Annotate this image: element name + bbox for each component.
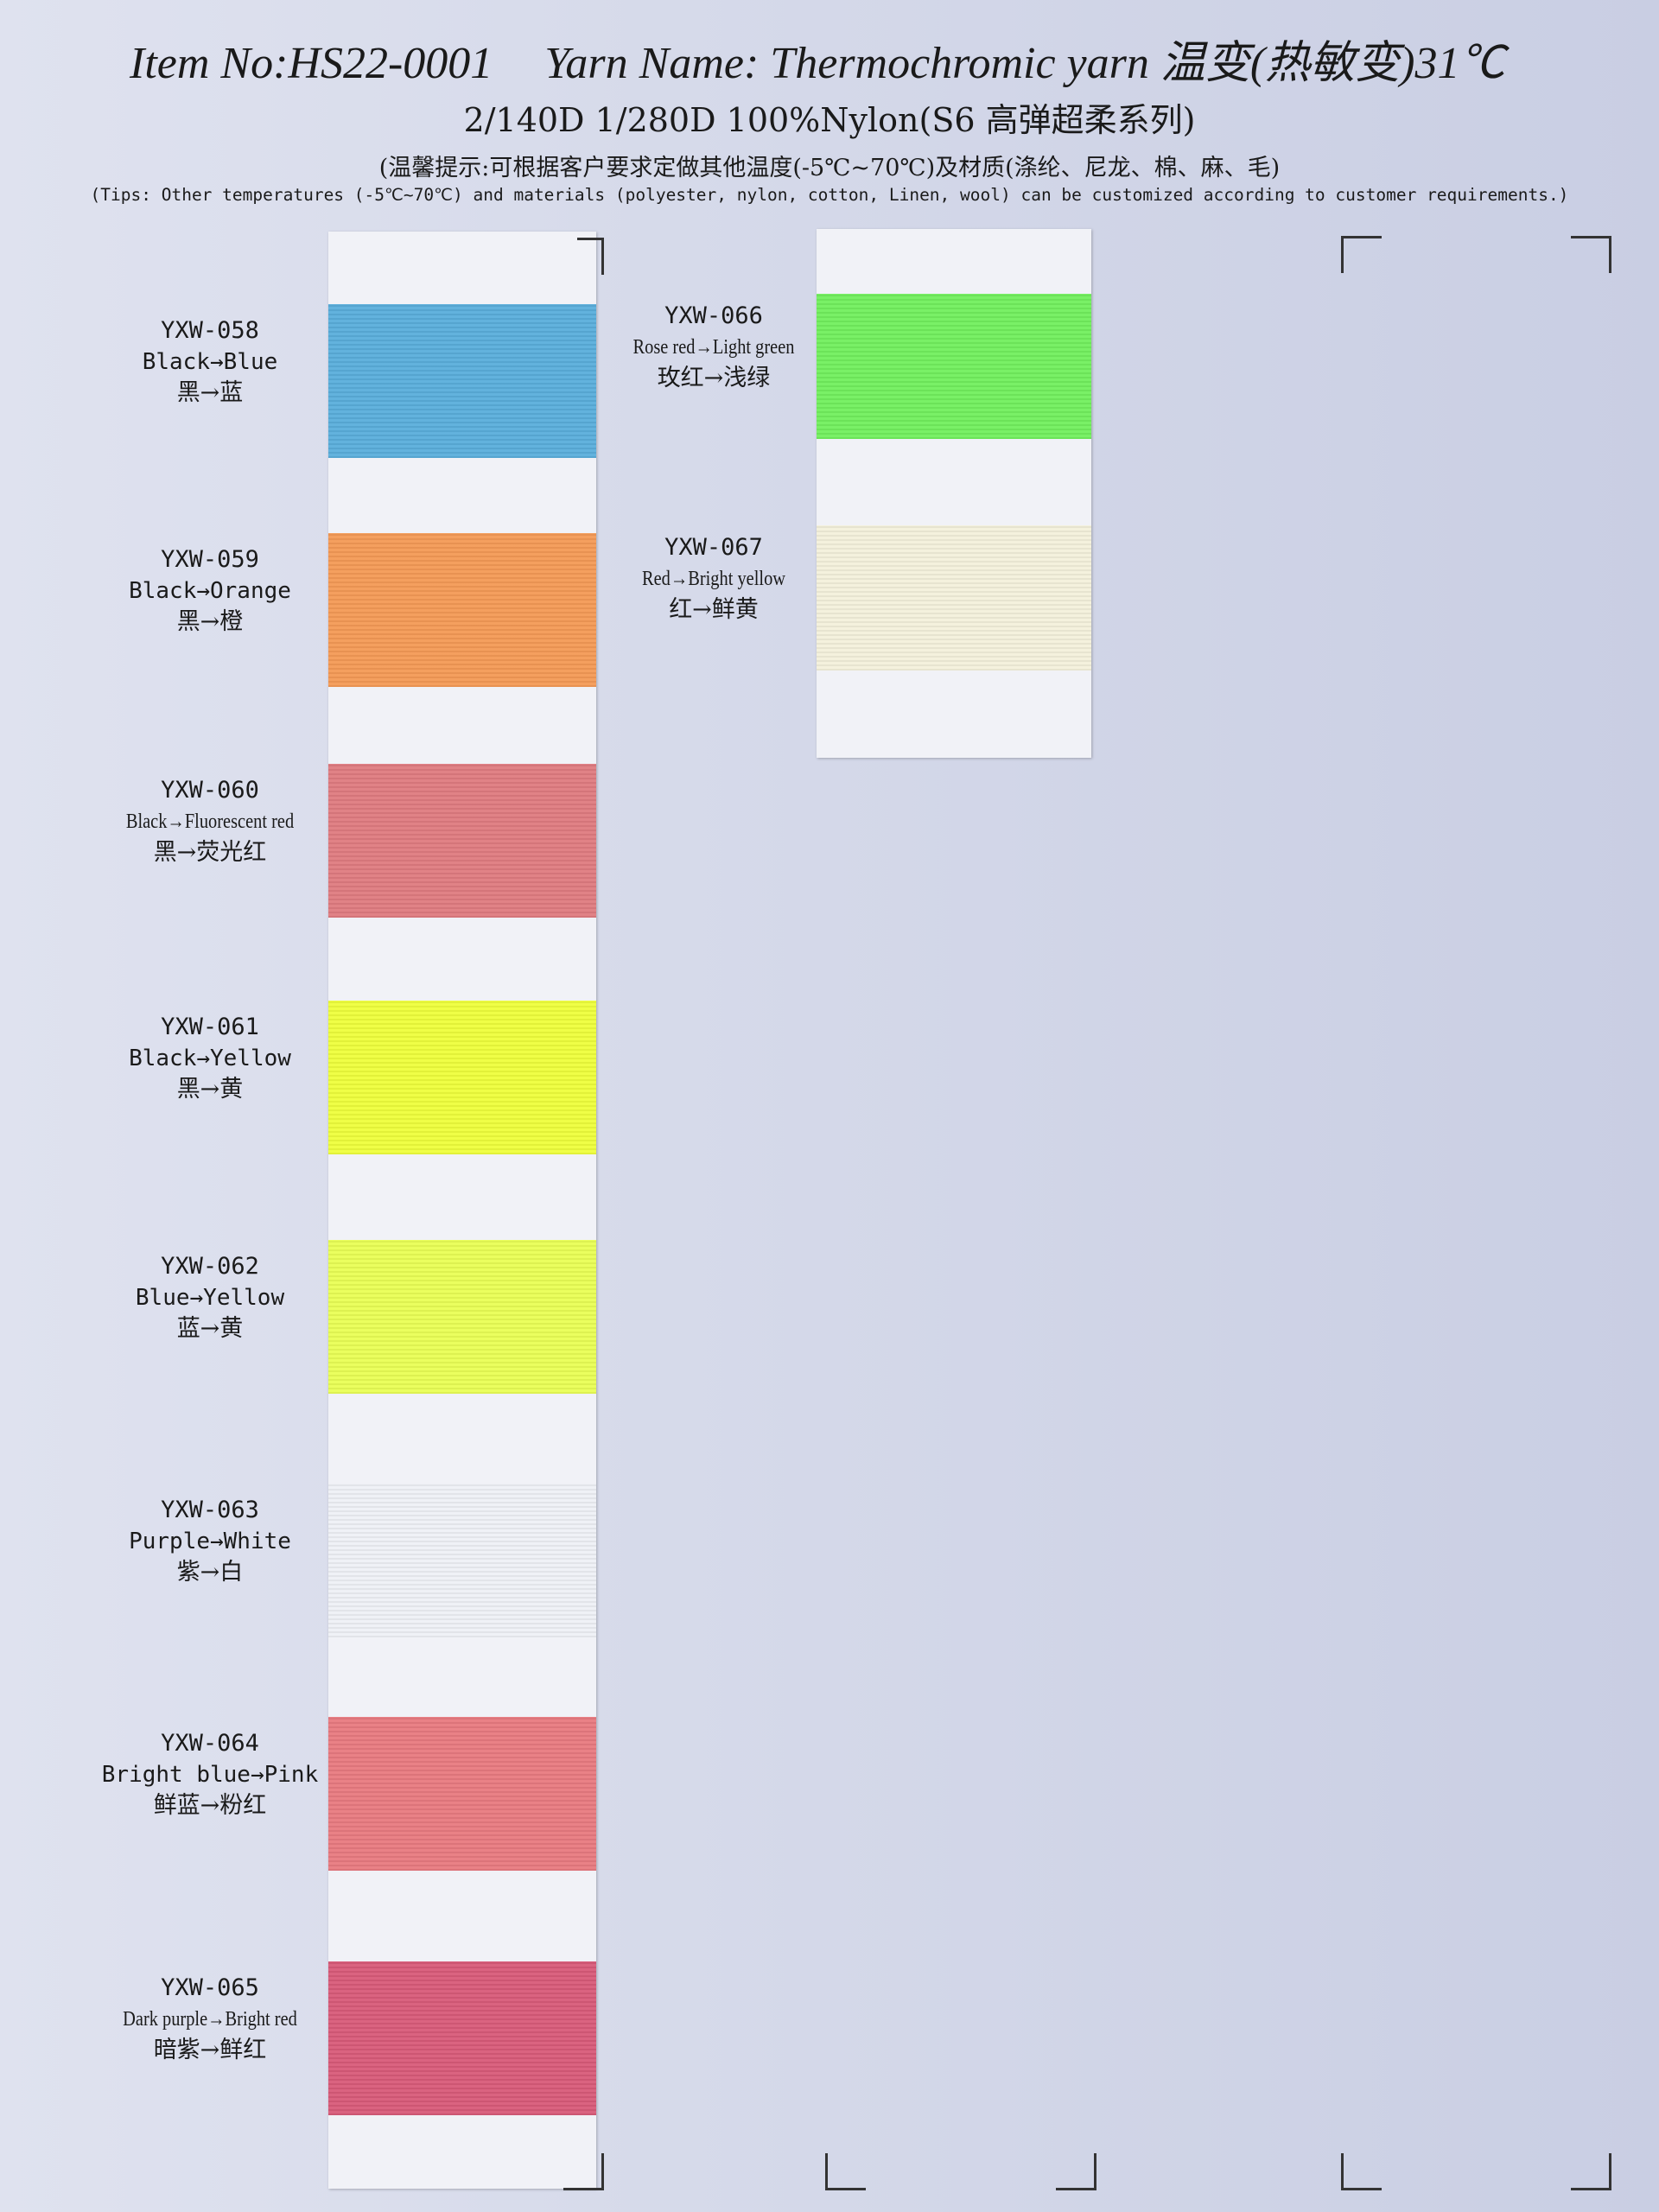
color-change-en: Purple→White — [129, 1529, 291, 1554]
title-line: Item No:HS22-0001 Yarn Name: Thermochromi… — [130, 26, 1599, 91]
left-sample-card — [328, 232, 596, 2189]
yarn-swatch — [328, 764, 596, 918]
sample-code: YXW-060 — [161, 777, 259, 804]
yarn-swatch — [817, 525, 1091, 671]
color-change-zh: 黑→蓝 — [176, 379, 244, 406]
item-number: Item No:HS22-0001 — [130, 39, 493, 88]
yarn-swatch — [328, 1484, 596, 1637]
sample-label: YXW-061 Black→Yellow 黑→黄 — [80, 1012, 340, 1105]
sample-label: YXW-062 Blue→Yellow 蓝→黄 — [80, 1251, 340, 1344]
sample-label: YXW-059 Black→Orange 黑→橙 — [80, 544, 340, 638]
sample-label: YXW-060 Black→Fluorescent red 黑→荧光红 — [80, 775, 340, 868]
yarn-spec: 2/140D 1/280D 100%Nylon(S6 高弹超柔系列) — [463, 101, 1196, 139]
sample-label: YXW-066 Rose red→Light green 玫红→浅绿 — [584, 301, 843, 394]
color-change-en: Black→Blue — [142, 349, 278, 375]
corner-mark — [1056, 2153, 1096, 2190]
color-change-en: Black→Yellow — [129, 1046, 291, 1071]
color-change-zh: 黑→黄 — [176, 1076, 244, 1103]
corner-mark — [1341, 236, 1382, 273]
sample-code: YXW-066 — [664, 302, 763, 329]
color-change-zh: 鲜蓝→粉红 — [153, 1792, 267, 1819]
sample-label: YXW-058 Black→Blue 黑→蓝 — [80, 315, 340, 409]
color-change-en: Bright blue→Pink — [101, 1762, 319, 1788]
corner-mark — [577, 238, 604, 275]
color-change-en: Dark purple→Bright red — [123, 2008, 297, 2031]
hint-chinese: (温馨提示:可根据客户要求定做其他温度(-5℃~70℃)及材质(涤纶、尼龙、棉、… — [378, 155, 1281, 181]
sample-code: YXW-063 — [161, 1497, 259, 1523]
sample-code: YXW-062 — [161, 1253, 259, 1280]
sample-code: YXW-064 — [161, 1730, 259, 1757]
color-change-zh: 蓝→黄 — [176, 1315, 244, 1342]
color-change-zh: 暗紫→鲜红 — [153, 2037, 267, 2063]
sample-label: YXW-063 Purple→White 紫→白 — [80, 1495, 340, 1588]
color-change-en: Red→Bright yellow — [641, 568, 786, 590]
color-change-zh: 紫→白 — [176, 1559, 244, 1586]
yarn-swatch — [328, 1961, 596, 2115]
corner-mark — [1571, 236, 1611, 273]
corner-mark — [1571, 2153, 1611, 2190]
yarn-swatch — [328, 1717, 596, 1871]
sample-code: YXW-067 — [664, 534, 763, 561]
yarn-swatch — [328, 1001, 596, 1154]
color-change-zh: 黑→荧光红 — [153, 839, 267, 866]
color-change-en: Rose red→Light green — [632, 336, 795, 359]
yarn-name: Yarn Name: Thermochromic yarn 温变(热敏变)31℃ — [544, 39, 1505, 88]
sample-code: YXW-061 — [161, 1014, 259, 1040]
corner-mark — [1341, 2153, 1382, 2190]
sample-code: YXW-058 — [161, 317, 259, 344]
tips-english: (Tips: Other temperatures (-5℃~70℃) and … — [90, 185, 1569, 205]
yarn-swatch — [328, 304, 596, 458]
sample-code: YXW-059 — [161, 546, 259, 573]
color-change-zh: 黑→橙 — [176, 608, 244, 635]
yarn-swatch — [328, 533, 596, 687]
sample-code: YXW-065 — [161, 1974, 259, 2001]
right-sample-card — [817, 229, 1091, 758]
color-change-en: Black→Fluorescent red — [125, 810, 295, 833]
color-change-zh: 红→鲜黄 — [669, 596, 759, 623]
sample-label: YXW-067 Red→Bright yellow 红→鲜黄 — [584, 532, 843, 626]
yarn-swatch — [817, 294, 1091, 439]
corner-mark — [825, 2153, 866, 2190]
corner-mark — [563, 2153, 604, 2190]
color-change-en: Black→Orange — [129, 578, 291, 604]
yarn-swatch — [328, 1240, 596, 1394]
color-change-en: Blue→Yellow — [135, 1285, 285, 1311]
color-change-zh: 玫红→浅绿 — [657, 365, 771, 391]
sample-label: YXW-065 Dark purple→Bright red 暗紫→鲜红 — [80, 1973, 340, 2066]
sample-label: YXW-064 Bright blue→Pink 鲜蓝→粉红 — [80, 1728, 340, 1821]
